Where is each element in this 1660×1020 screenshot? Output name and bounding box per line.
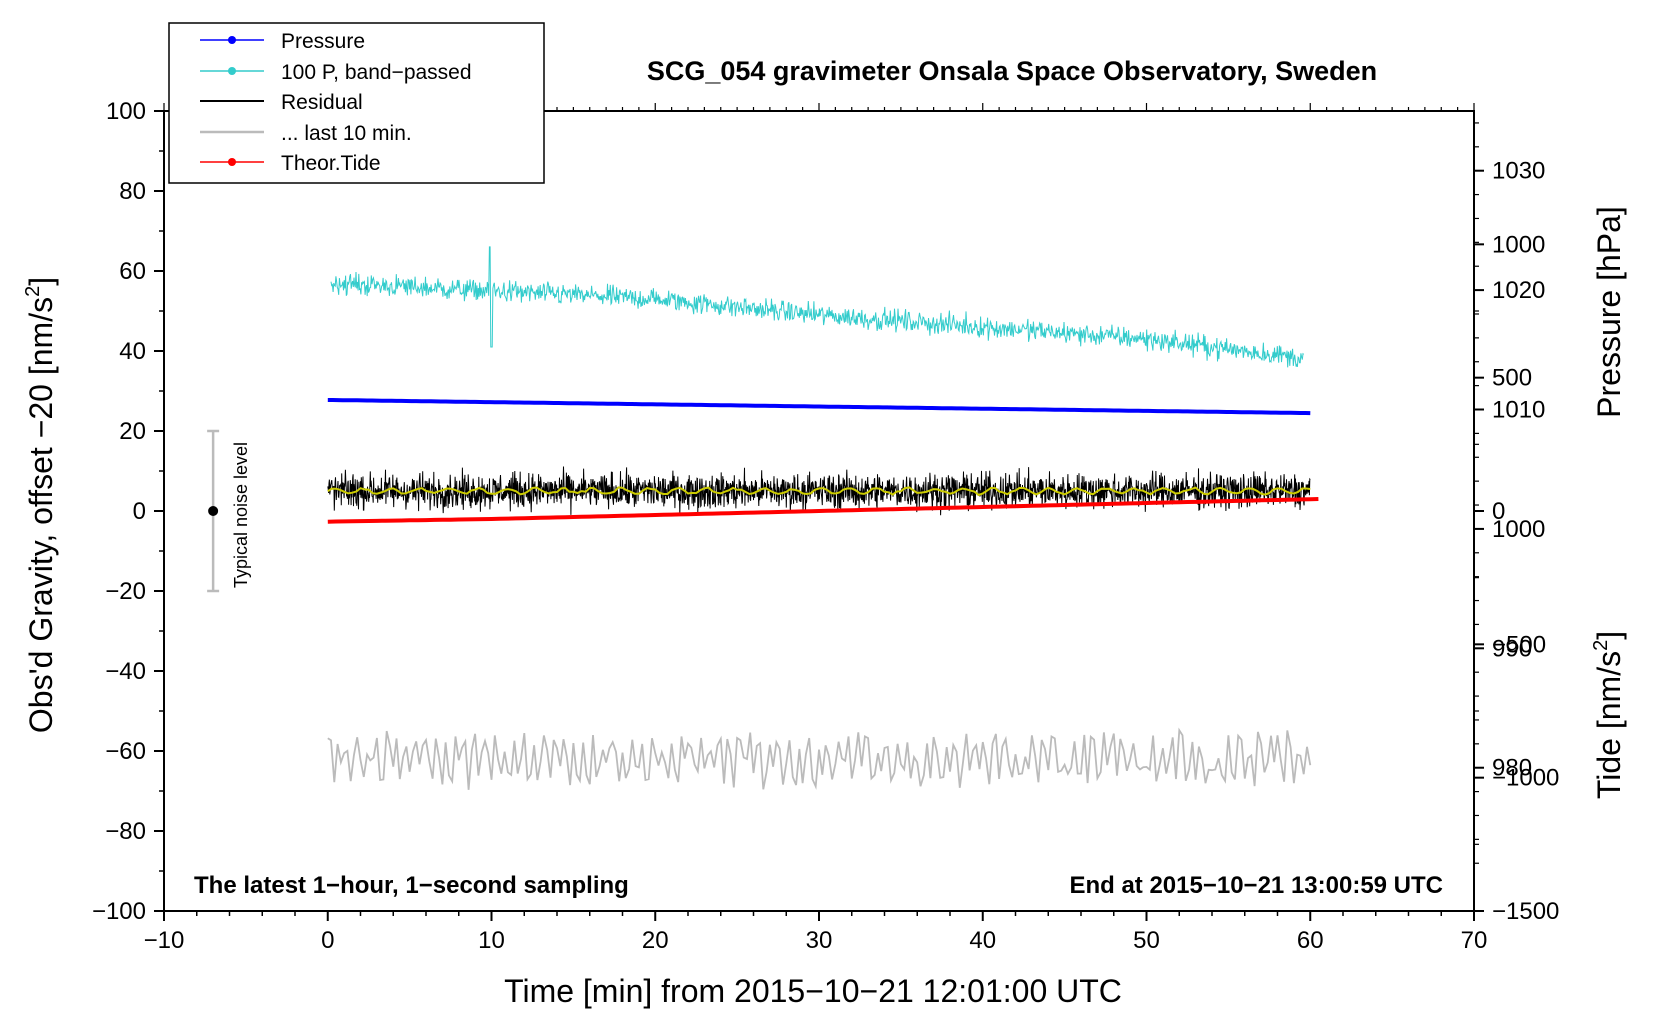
pressure-tick-label: 1010 xyxy=(1492,397,1545,424)
series-residual-smoothed xyxy=(327,486,1311,497)
ticks-layer: −10 0 10 20 30 40 50 60 70100806040200−20−40−60−… xyxy=(92,98,1559,954)
y-left-tick-label: 100 xyxy=(106,98,146,125)
legend-marker-theor-tide xyxy=(228,158,236,166)
pressure-tick-label: 990 xyxy=(1492,635,1532,662)
legend-label-residual: Residual xyxy=(281,91,363,114)
pressure-tick-label: 980 xyxy=(1492,755,1532,782)
noise-bar-center-dot xyxy=(208,506,219,516)
legend-marker-band-passed xyxy=(228,67,236,75)
pressure-tick-label: 1030 xyxy=(1492,158,1545,185)
x-tick-label: −10 xyxy=(144,927,185,954)
series-pressure xyxy=(327,398,1311,416)
y-left-tick-label: 40 xyxy=(119,338,146,365)
sampling-note: The latest 1−hour, 1−second sampling xyxy=(194,872,629,899)
tide-axis-title: Tide [nm/s2] xyxy=(1590,631,1627,799)
tide-tick-label: −1000 xyxy=(1492,765,1559,792)
legend-marker-pressure xyxy=(228,36,236,44)
noise-level-indicator: Typical noise level xyxy=(207,429,251,593)
y-left-tick-label: −80 xyxy=(105,818,146,845)
end-time-note: End at 2015−10−21 13:00:59 UTC xyxy=(1069,872,1443,899)
x-tick-label: 10 xyxy=(478,927,505,954)
y-left-tick-label: 20 xyxy=(119,418,146,445)
y-axis-left-title-main: Obs'd Gravity, offset −20 [nm/s xyxy=(23,297,59,733)
tide-tick-label: −500 xyxy=(1492,631,1546,658)
y-left-tick-label: −20 xyxy=(105,578,146,605)
tide-tick-label: 1000 xyxy=(1492,231,1545,258)
legend-entry-residual: Residual xyxy=(200,91,363,114)
x-tick-label: 30 xyxy=(806,927,833,954)
x-tick-label: 20 xyxy=(642,927,669,954)
noise-level-label: Typical noise level xyxy=(231,442,251,588)
legend: Pressure 100 P, band−passed Residual ...… xyxy=(168,22,545,184)
x-tick-label: 50 xyxy=(1133,927,1160,954)
x-axis-title: Time [min] from 2015−10−21 12:01:00 UTC xyxy=(504,973,1122,1009)
y-axis-left-title-close: ] xyxy=(23,277,59,286)
legend-entry-last-10-min: ... last 10 min. xyxy=(200,122,412,145)
chart-title: SCG_054 gravimeter Onsala Space Observat… xyxy=(647,56,1377,86)
pressure-tick-label: 1020 xyxy=(1492,277,1545,304)
legend-label-pressure: Pressure xyxy=(281,30,365,53)
series-layer xyxy=(327,246,1319,790)
legend-entry-theor-tide: Theor.Tide xyxy=(200,152,381,175)
x-tick-label: 40 xyxy=(969,927,996,954)
y-axis-left-title: Obs'd Gravity, offset −20 [nm/s2] xyxy=(22,277,59,733)
pressure-tick-label: 1000 xyxy=(1492,516,1545,543)
series-band-passed-pressure xyxy=(330,246,1305,368)
y-left-tick-label: −100 xyxy=(92,898,146,925)
legend-label-theor-tide: Theor.Tide xyxy=(281,152,381,175)
series-theor-tide xyxy=(327,497,1319,524)
series-last-10-min xyxy=(327,727,1312,790)
y-left-tick-label: −40 xyxy=(105,658,146,685)
tide-tick-label: 0 xyxy=(1492,498,1505,525)
legend-label-band-passed: 100 P, band−passed xyxy=(281,61,472,84)
x-tick-label: 0 xyxy=(321,927,334,954)
y-left-tick-label: 60 xyxy=(119,258,146,285)
x-tick-label: 70 xyxy=(1461,927,1488,954)
pressure-axis-title: Pressure [hPa] xyxy=(1591,206,1627,418)
legend-entry-pressure: Pressure xyxy=(200,30,365,53)
legend-box xyxy=(168,22,545,184)
x-tick-label: 60 xyxy=(1297,927,1324,954)
tide-axis-title-main: Tide [nm/s xyxy=(1591,651,1627,799)
tide-axis-title-close: ] xyxy=(1591,631,1627,640)
legend-entry-band-passed: 100 P, band−passed xyxy=(200,61,472,84)
tide-axis-title-sup: 2 xyxy=(1590,640,1612,651)
tide-tick-label: 500 xyxy=(1492,365,1532,392)
y-left-tick-label: 0 xyxy=(133,498,146,525)
y-axis-left-title-sup: 2 xyxy=(22,286,44,297)
tide-tick-label: −1500 xyxy=(1492,898,1559,925)
y-left-tick-label: 80 xyxy=(119,178,146,205)
legend-label-last-10-min: ... last 10 min. xyxy=(281,122,412,145)
y-left-tick-label: −60 xyxy=(105,738,146,765)
